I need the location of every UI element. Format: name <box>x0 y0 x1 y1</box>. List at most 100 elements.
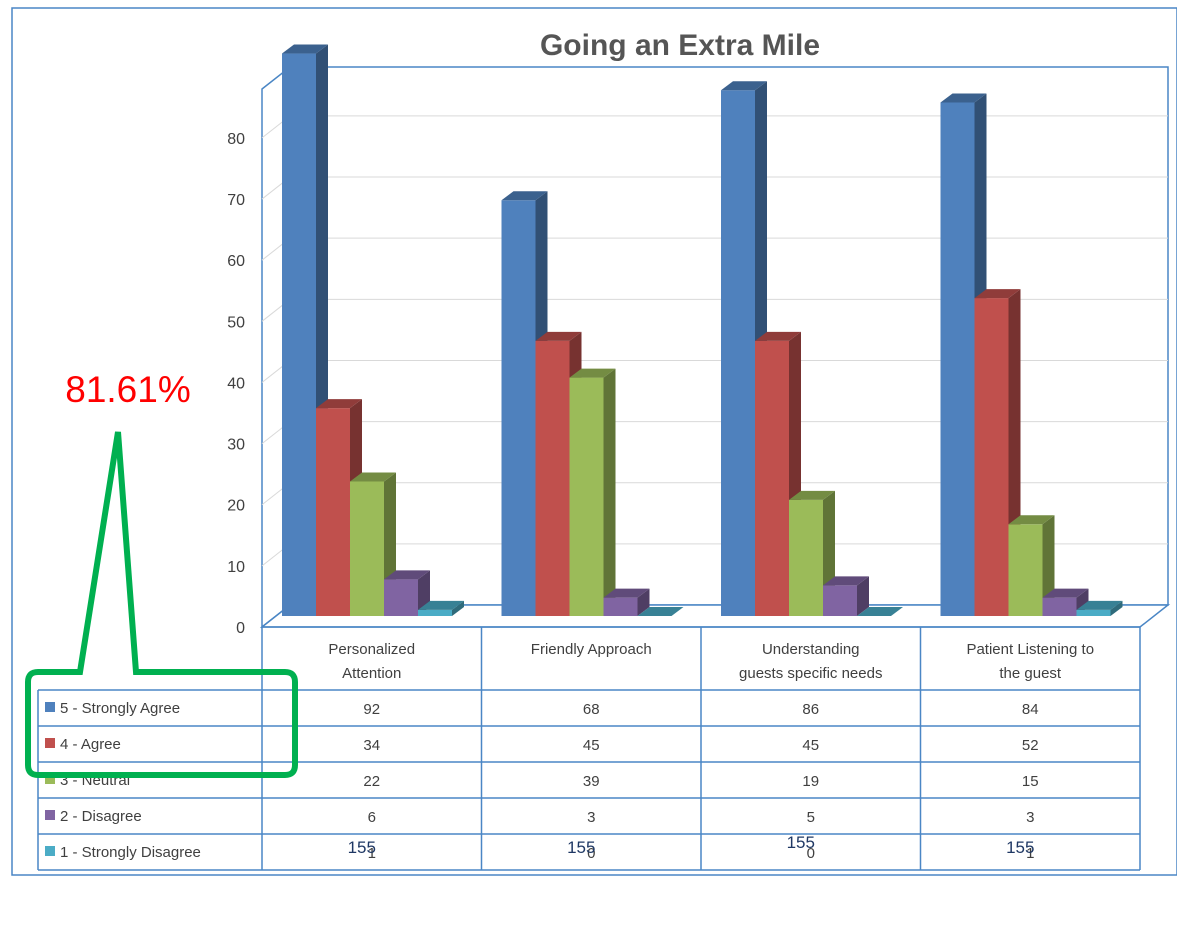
bar <box>350 472 396 616</box>
legend-label: 2 - Disagree <box>60 808 142 825</box>
y-tick-label: 30 <box>227 437 245 454</box>
bar-top <box>823 576 869 586</box>
bar-top <box>350 472 396 482</box>
table-cell: 5 <box>807 809 815 826</box>
table-cell: 45 <box>802 737 819 754</box>
category-label: guests specific needs <box>739 665 882 682</box>
y-tick-label: 20 <box>227 498 245 515</box>
bar-front <box>940 102 975 617</box>
table-cell: 3 <box>587 809 595 826</box>
bar-top <box>535 331 582 341</box>
legend-swatch <box>45 738 55 748</box>
bar-top <box>384 570 430 580</box>
bar-top <box>974 289 1021 299</box>
bar-front <box>1042 597 1077 616</box>
percentage-annotation: 81.61% <box>65 369 191 410</box>
category-label: Personalized <box>328 641 415 658</box>
bar <box>418 600 464 616</box>
bar-front <box>569 377 604 616</box>
bar-front <box>350 481 384 616</box>
table-cell: 6 <box>368 809 376 826</box>
bar-top <box>721 81 767 91</box>
callout: 81.61% <box>25 369 298 778</box>
bar-side <box>857 576 869 616</box>
table-cell: 39 <box>583 773 600 790</box>
y-axis-ticks: 0 10 20 30 40 50 60 70 80 <box>227 131 245 637</box>
table-cell: 1 <box>368 845 376 862</box>
bar-front <box>721 90 755 616</box>
bar-front <box>755 340 789 616</box>
bar-top <box>1042 588 1089 598</box>
legend-swatch <box>45 846 55 856</box>
y-tick-label: 0 <box>236 620 245 637</box>
y-tick-label: 40 <box>227 375 245 392</box>
bar-side <box>1042 515 1055 616</box>
bar-front <box>418 609 452 616</box>
table-cell: 86 <box>802 701 819 718</box>
y-tick-label: 70 <box>227 192 245 209</box>
category-label: Patient Listening to <box>966 641 1094 658</box>
legend-label: 4 - Agree <box>60 736 121 753</box>
table-cell: 22 <box>363 773 380 790</box>
chart-title: Going an Extra Mile <box>540 29 820 62</box>
table-cell: 34 <box>363 737 380 754</box>
bar <box>1076 600 1123 616</box>
y-tick-label: 10 <box>227 559 245 576</box>
bar-front <box>316 408 350 616</box>
table-cell: 52 <box>1022 737 1039 754</box>
table-cell: 19 <box>802 773 819 790</box>
bar <box>384 570 430 616</box>
total-value: 155 <box>567 838 595 857</box>
bar-side <box>1110 600 1123 616</box>
table-cell: 68 <box>583 701 600 718</box>
table-cell: 84 <box>1022 701 1039 718</box>
table-cell: 3 <box>1026 809 1034 826</box>
bar-front <box>823 585 857 616</box>
bar-front <box>501 200 536 617</box>
bar-front <box>1008 524 1043 616</box>
bar-front <box>384 579 418 616</box>
bar-top <box>501 191 548 201</box>
bar-front <box>282 53 316 616</box>
bar-top <box>789 490 835 500</box>
bar <box>974 289 1021 616</box>
category-label: Attention <box>342 665 401 682</box>
bar <box>603 588 650 616</box>
bar <box>1008 515 1055 616</box>
legend-swatch <box>45 702 55 712</box>
bar-front <box>603 597 638 616</box>
data-table: Personalized Attention Friendly Approach Un… <box>37 626 1141 871</box>
table-cell: 1 <box>1026 845 1034 862</box>
bar-top <box>603 588 650 598</box>
bar-top <box>857 607 903 616</box>
category-label: the guest <box>999 665 1062 682</box>
callout-outline <box>25 431 298 778</box>
total-value: 155 <box>1006 838 1034 857</box>
bar-top <box>940 93 987 103</box>
bar-front <box>974 298 1009 616</box>
bar-top <box>1076 600 1123 610</box>
legend-label: 5 - Strongly Agree <box>60 700 180 717</box>
bar-top <box>755 331 801 341</box>
legend-swatch <box>45 810 55 820</box>
y-tick-label: 80 <box>227 131 245 148</box>
bar <box>316 399 362 616</box>
bars <box>282 44 1123 617</box>
bar-front <box>1076 609 1111 616</box>
bar-top <box>569 368 616 378</box>
table-cell: 0 <box>807 845 815 862</box>
bar-front <box>789 499 823 616</box>
bar-top <box>1008 515 1055 525</box>
y-tick-label: 50 <box>227 314 245 331</box>
y-tick-label: 60 <box>227 253 245 270</box>
totals-row: 155 155 155 155 <box>348 833 1035 857</box>
category-label: Understanding <box>762 641 860 658</box>
bar-side <box>637 588 650 616</box>
bar-top <box>316 399 362 409</box>
bar <box>569 368 616 616</box>
total-value: 155 <box>348 838 376 857</box>
total-value: 155 <box>787 833 815 852</box>
bar-front <box>535 340 570 616</box>
